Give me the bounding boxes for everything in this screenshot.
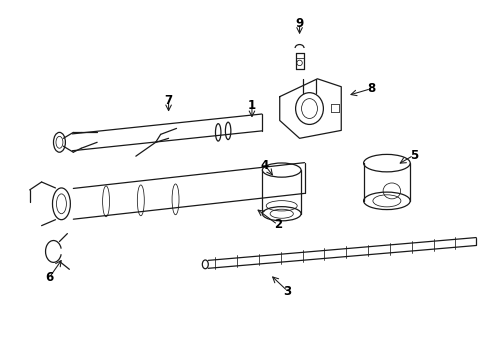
Text: 3: 3: [284, 285, 292, 298]
Text: 9: 9: [295, 17, 304, 30]
Ellipse shape: [364, 192, 410, 210]
Ellipse shape: [53, 132, 65, 152]
Text: 8: 8: [367, 82, 375, 95]
Text: 1: 1: [248, 99, 256, 112]
Ellipse shape: [102, 186, 110, 217]
Ellipse shape: [172, 184, 179, 215]
Ellipse shape: [52, 188, 71, 220]
Ellipse shape: [295, 93, 323, 125]
Text: 6: 6: [46, 271, 53, 284]
Text: 2: 2: [274, 218, 282, 231]
Ellipse shape: [202, 260, 208, 269]
Ellipse shape: [137, 185, 144, 216]
Ellipse shape: [364, 154, 410, 172]
Text: 7: 7: [165, 94, 172, 107]
Ellipse shape: [262, 163, 301, 177]
Text: 5: 5: [410, 149, 418, 162]
Text: 4: 4: [261, 159, 269, 172]
Ellipse shape: [262, 207, 301, 221]
Ellipse shape: [216, 124, 221, 141]
Ellipse shape: [225, 122, 231, 140]
